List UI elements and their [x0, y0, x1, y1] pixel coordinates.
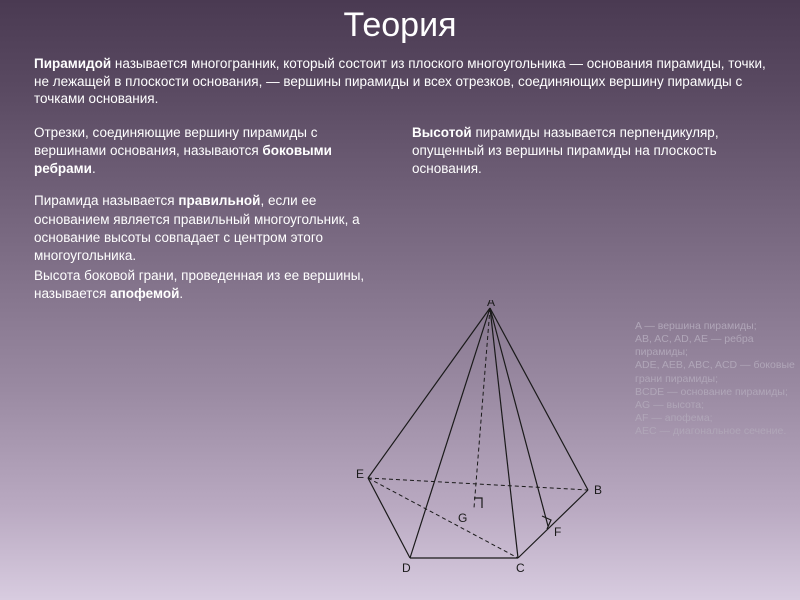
apothem-AF [490, 308, 548, 526]
edge-AD [410, 308, 490, 558]
edge-AE [368, 308, 490, 478]
b4-post: . [179, 286, 183, 301]
height-AG [474, 308, 490, 508]
label-F: F [554, 525, 561, 539]
label-D: D [402, 561, 411, 575]
term-height: Высотой [412, 125, 472, 140]
term-regular: правильной [178, 193, 260, 208]
edge-DE [368, 478, 410, 558]
legend-edges: AB, AC, AD, AE — ребра пирамиды; [635, 333, 795, 359]
pyramid-svg: A B C D E G F [330, 300, 630, 580]
block-apothem: Высота боковой грани, проведенная из ее … [28, 267, 370, 303]
edge-BC [518, 490, 588, 558]
two-columns: Отрезки, соединяющие вершину пирамиды с … [28, 124, 772, 179]
edge-EB [368, 478, 588, 490]
edge-AC [490, 308, 518, 558]
legend-height: AG — высота; [635, 399, 795, 412]
edge-AB [490, 308, 588, 490]
legend-apoth: AF — апофема; [635, 412, 795, 425]
term-pyramid: Пирамидой [34, 56, 111, 71]
b3-pre: Пирамида называется [34, 193, 178, 208]
col-height: Высотой пирамиды называется перпендикуля… [412, 124, 766, 179]
col-edges: Отрезки, соединяющие вершину пирамиды с … [34, 124, 388, 179]
col1-post: . [92, 161, 96, 176]
right-angle-G [474, 498, 482, 508]
block-regular: Пирамида называется правильной, если ее … [28, 192, 370, 265]
label-A: A [487, 300, 495, 309]
label-G: G [458, 511, 467, 525]
term-apothem: апофемой [110, 286, 179, 301]
legend-apex: A — вершина пирамиды; [635, 320, 795, 333]
label-C: C [516, 561, 525, 575]
label-E: E [356, 467, 364, 481]
label-B: B [594, 483, 602, 497]
intro-text: называется многогранник, который состоит… [34, 56, 766, 106]
intro-paragraph: Пирамидой называется многогранник, котор… [28, 55, 772, 108]
b4-pre: Высота боковой грани, проведенная из ее … [34, 268, 364, 301]
slide-title: Теория [28, 6, 772, 45]
diag-EC [368, 478, 518, 558]
legend-base: BCDE — основание пирамиды; [635, 386, 795, 399]
legend-sect: AEC — диагональное сечение. [635, 425, 795, 438]
diagram-legend: A — вершина пирамиды; AB, AC, AD, AE — р… [635, 320, 795, 438]
pyramid-diagram: A B C D E G F [330, 300, 630, 580]
legend-faces: ADE, AEB, ABC, ACD — боковые грани пирам… [635, 359, 795, 385]
